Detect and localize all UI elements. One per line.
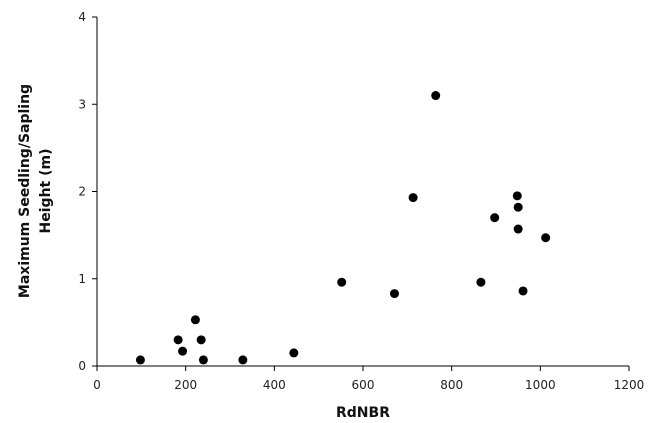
x-tick-label: 1000 [525, 378, 556, 392]
data-point [289, 348, 299, 358]
x-tick-label: 400 [263, 378, 286, 392]
y-tick-label: 1 [78, 272, 86, 286]
data-points [135, 91, 551, 365]
data-point [408, 193, 418, 203]
data-point [173, 335, 183, 345]
y-tick-label: 0 [78, 359, 86, 373]
data-point [198, 355, 208, 365]
data-point [178, 346, 188, 356]
data-point [238, 355, 248, 365]
y-tick-label: 2 [78, 185, 86, 199]
x-tick-label: 0 [93, 378, 101, 392]
y-tick-label: 4 [78, 10, 86, 24]
x-tick-label: 1200 [614, 378, 645, 392]
plot-area: 0 200 400 600 800 1000 1200 0 1 2 3 4 [78, 10, 644, 392]
y-tick-label: 3 [78, 97, 86, 111]
x-axis-ticks: 0 200 400 600 800 1000 1200 [93, 366, 644, 392]
data-point [513, 202, 523, 212]
y-axis-title-line-2: Height (m) [38, 149, 54, 234]
data-point [513, 224, 523, 234]
x-tick-label: 200 [174, 378, 197, 392]
data-point [337, 277, 347, 287]
x-axis-title: RdNBR [336, 405, 390, 421]
data-point [389, 289, 399, 299]
data-point [518, 286, 528, 296]
x-tick-label: 800 [440, 378, 463, 392]
data-point [431, 91, 441, 101]
data-point [196, 335, 206, 345]
y-axis-title-line-1: Maximum Seedling/Sapling [17, 84, 33, 298]
data-point [541, 233, 551, 243]
data-point [135, 355, 145, 365]
y-axis-ticks: 0 1 2 3 4 [78, 10, 97, 373]
data-point [476, 277, 486, 287]
data-point [512, 191, 522, 201]
data-point [190, 315, 200, 325]
data-point [490, 213, 500, 223]
x-tick-label: 600 [352, 378, 375, 392]
